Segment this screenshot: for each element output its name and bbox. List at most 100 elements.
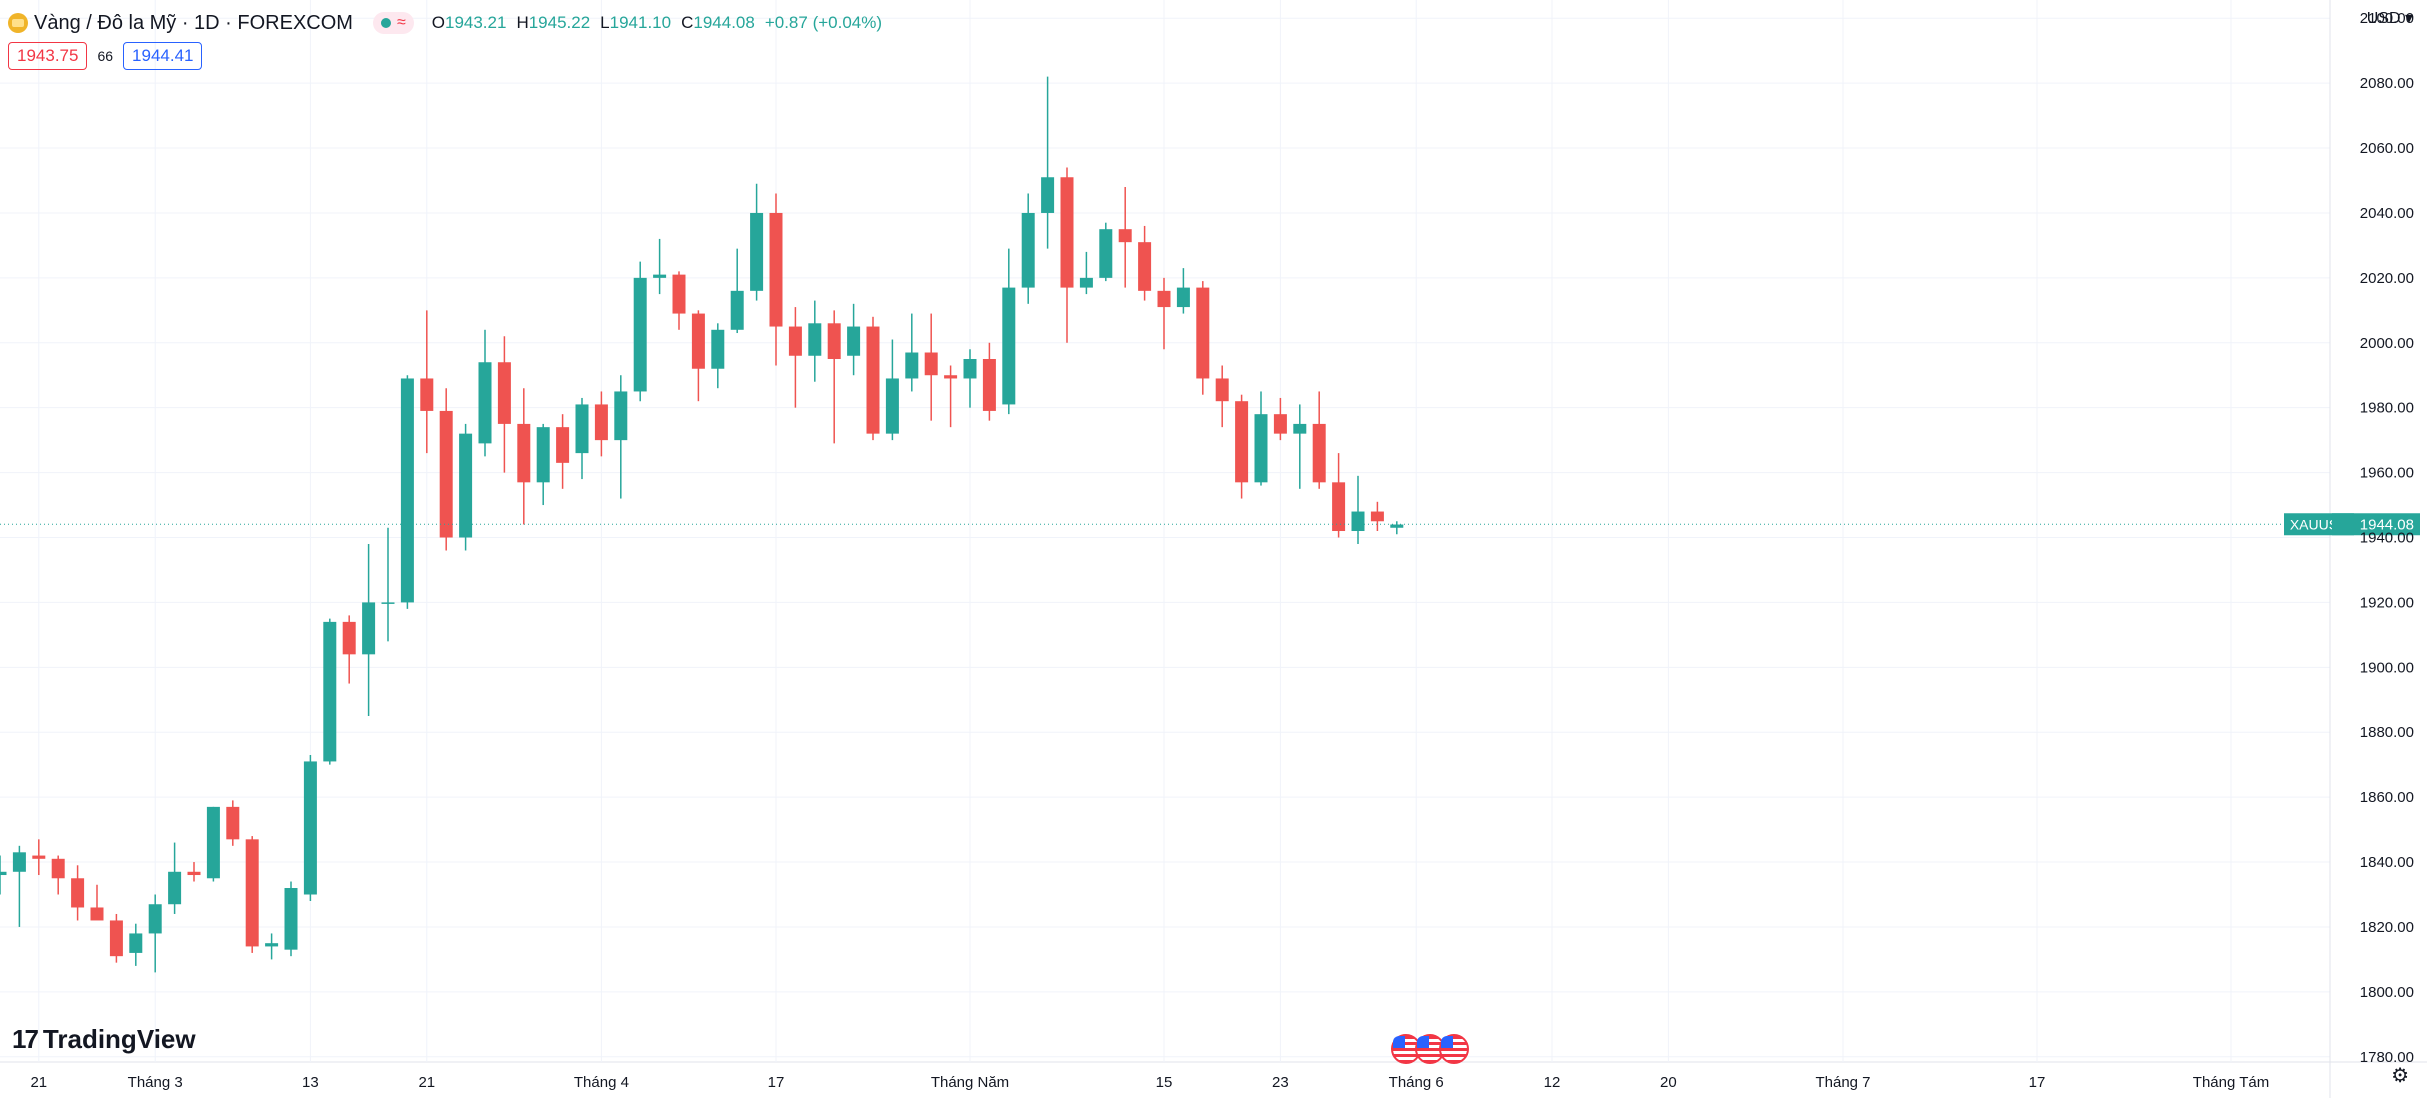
candle	[32, 839, 46, 876]
symbol-header[interactable]: Vàng / Đô la Mỹ · 1D · FOREXCOM ≈ O1943.…	[8, 8, 882, 38]
candle	[1041, 76, 1055, 249]
candle-body	[1118, 229, 1132, 243]
candle	[944, 365, 958, 428]
symbol-title[interactable]: Vàng / Đô la Mỹ · 1D · FOREXCOM	[34, 11, 353, 34]
candle	[400, 375, 414, 609]
x-tick-label: 17	[2029, 1074, 2046, 1091]
y-tick-label: 1840.00	[2360, 854, 2414, 871]
ohlc-values: O1943.21 H1945.22 L1941.10 C1944.08 +0.8…	[432, 13, 882, 33]
candle	[769, 193, 783, 366]
candle	[226, 800, 240, 846]
candle	[730, 248, 744, 334]
us-flag-icon[interactable]	[1415, 1034, 1445, 1064]
candle	[303, 754, 317, 901]
x-tick-label: Tháng 4	[574, 1074, 629, 1091]
candle	[808, 300, 822, 382]
candle-body	[633, 277, 647, 392]
us-flag-icon[interactable]	[1439, 1034, 1469, 1064]
candle-body	[711, 329, 725, 369]
candle-body	[905, 352, 919, 379]
candle-body	[517, 423, 531, 483]
candle	[517, 388, 531, 525]
candle-body	[924, 352, 938, 376]
candle-body	[1021, 212, 1035, 288]
y-tick-label: 1980.00	[2360, 400, 2414, 417]
buy-price-button[interactable]: 1944.41	[123, 42, 203, 70]
candle	[924, 313, 938, 421]
candle	[594, 391, 608, 457]
currency-label: USD	[2366, 10, 2401, 27]
candle	[1235, 394, 1249, 499]
x-tick-label: Tháng 7	[1815, 1074, 1870, 1091]
y-tick-label: 1960.00	[2360, 465, 2414, 482]
gear-icon[interactable]: ⚙	[2391, 1065, 2409, 1087]
candle	[187, 862, 201, 882]
x-tick-label: 17	[768, 1074, 785, 1091]
candle	[148, 894, 162, 973]
candle-body	[1293, 423, 1307, 434]
candle-body	[148, 904, 162, 934]
candle-body	[1312, 423, 1326, 483]
currency-selector[interactable]: USD ▾	[2367, 8, 2413, 28]
candle	[788, 307, 802, 408]
market-open-dot-icon	[380, 18, 391, 28]
candle	[614, 375, 628, 499]
candle	[1273, 397, 1287, 441]
candle-body	[1079, 277, 1093, 288]
ohlc-open-value: 1943.21	[444, 13, 507, 32]
candle-body	[536, 427, 550, 483]
tradingview-logo-mark-icon: 17	[12, 1024, 39, 1054]
candle-body	[594, 404, 608, 441]
candle	[342, 615, 356, 684]
tradingview-logo-text: TradingView	[42, 1024, 196, 1054]
candle	[827, 310, 841, 444]
candle-body	[1138, 242, 1152, 291]
tradingview-logo[interactable]: 17 TradingView	[12, 1024, 196, 1055]
candle	[1390, 521, 1404, 535]
candle-body	[1157, 290, 1171, 308]
candle	[1099, 222, 1113, 282]
x-tick-label: Tháng Tám	[2193, 1074, 2269, 1091]
x-tick-label: Tháng 6	[1389, 1074, 1444, 1091]
candle	[982, 342, 996, 421]
candle	[691, 310, 705, 402]
x-tick-label: 15	[1156, 1074, 1173, 1091]
candle-body	[847, 326, 861, 356]
market-status-badge[interactable]: ≈	[372, 12, 414, 34]
x-tick-label: 20	[1660, 1074, 1677, 1091]
sell-price-button[interactable]: 1943.75	[8, 42, 88, 70]
ohlc-high-key: H	[516, 13, 529, 32]
candle	[1079, 251, 1093, 295]
y-tick-label: 2020.00	[2360, 270, 2414, 287]
candle	[1196, 281, 1210, 395]
candle-body	[381, 602, 395, 604]
ohlc-low-key: L	[600, 13, 610, 32]
gold-symbol-icon	[8, 13, 28, 33]
candle	[556, 414, 570, 489]
candle	[672, 271, 686, 330]
candle	[1293, 404, 1307, 489]
x-tick-label: 13	[302, 1074, 319, 1091]
candle-body	[1041, 177, 1055, 213]
time-axis[interactable]: 21 Tháng 3 13 21 Tháng 4 17 Tháng Năm 15 23 Tháng…	[30, 1074, 2269, 1091]
candle	[1215, 365, 1229, 428]
candle	[1060, 167, 1074, 343]
candle-body	[691, 313, 705, 369]
economic-events-markers[interactable]	[1391, 1034, 1469, 1064]
candle	[847, 303, 861, 376]
chevron-down-icon: ▾	[2404, 10, 2413, 27]
candle	[497, 336, 511, 473]
candle	[478, 329, 492, 457]
candle-body	[1370, 511, 1384, 522]
price-axis[interactable]: 1780.00 1800.00 1820.00 1840.00 1860.00 1880.…	[2360, 10, 2414, 1066]
candle-body	[1196, 287, 1210, 379]
candle	[381, 527, 395, 642]
candle	[245, 836, 259, 953]
candle-body	[478, 362, 492, 444]
candle-body	[750, 212, 764, 291]
last-price-tag-bg	[2332, 513, 2420, 536]
y-tick-label: 2080.00	[2360, 75, 2414, 92]
candle-body	[885, 378, 899, 434]
candle-body	[168, 871, 182, 905]
